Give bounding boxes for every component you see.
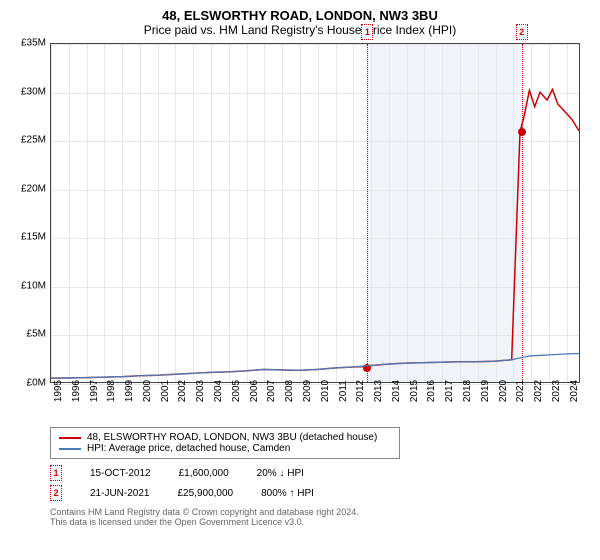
- x-tick-label: 2002: [177, 380, 188, 402]
- x-tick-label: 2010: [320, 380, 331, 402]
- x-tick-label: 1995: [53, 380, 64, 402]
- event-date: 15-OCT-2012: [90, 468, 151, 479]
- chart-area: £0M£5M£10M£15M£20M£25M£30M£35M 12 199519…: [10, 43, 590, 423]
- y-tick-label: £25M: [21, 135, 46, 146]
- x-tick-label: 2005: [231, 380, 242, 402]
- x-tick-label: 2020: [498, 380, 509, 402]
- x-tick-label: 1997: [89, 380, 100, 402]
- x-tick-label: 2017: [444, 380, 455, 402]
- events-block: 1 15-OCT-2012 £1,600,000 20% ↓ HPI 2 21-…: [50, 465, 590, 501]
- event-row: 2 21-JUN-2021 £25,900,000 800% ↑ HPI: [50, 485, 590, 501]
- y-tick-label: £0M: [27, 378, 46, 389]
- chart-marker-box: 1: [361, 24, 373, 40]
- x-tick-label: 2007: [266, 380, 277, 402]
- x-tick-label: 2003: [195, 380, 206, 402]
- legend-item: 48, ELSWORTHY ROAD, LONDON, NW3 3BU (det…: [59, 432, 391, 443]
- x-tick-label: 1996: [71, 380, 82, 402]
- y-axis: £0M£5M£10M£15M£20M£25M£30M£35M: [10, 43, 48, 383]
- event-date: 21-JUN-2021: [90, 488, 149, 499]
- chart-title: 48, ELSWORTHY ROAD, LONDON, NW3 3BU: [10, 8, 590, 23]
- y-tick-label: £10M: [21, 280, 46, 291]
- y-tick-label: £35M: [21, 38, 46, 49]
- event-price: £25,900,000: [177, 488, 233, 499]
- legend-swatch: [59, 448, 81, 450]
- footer-line: Contains HM Land Registry data © Crown c…: [50, 507, 590, 517]
- x-tick-label: 2022: [533, 380, 544, 402]
- y-tick-label: £5M: [27, 329, 46, 340]
- event-change: 20% ↓ HPI: [257, 468, 304, 479]
- x-tick-label: 2006: [249, 380, 260, 402]
- title-block: 48, ELSWORTHY ROAD, LONDON, NW3 3BU Pric…: [10, 8, 590, 37]
- x-tick-label: 1999: [124, 380, 135, 402]
- y-tick-label: £15M: [21, 232, 46, 243]
- x-tick-label: 2009: [302, 380, 313, 402]
- legend: 48, ELSWORTHY ROAD, LONDON, NW3 3BU (det…: [50, 427, 400, 459]
- x-tick-label: 2001: [160, 380, 171, 402]
- y-tick-label: £30M: [21, 86, 46, 97]
- footer: Contains HM Land Registry data © Crown c…: [50, 507, 590, 527]
- x-tick-label: 1998: [106, 380, 117, 402]
- legend-swatch: [59, 437, 81, 439]
- legend-label: 48, ELSWORTHY ROAD, LONDON, NW3 3BU (det…: [87, 432, 377, 443]
- x-tick-label: 2024: [569, 380, 580, 402]
- chart-container: 48, ELSWORTHY ROAD, LONDON, NW3 3BU Pric…: [0, 0, 600, 560]
- event-marker-icon: 1: [50, 465, 62, 481]
- x-tick-label: 2023: [551, 380, 562, 402]
- x-tick-label: 2018: [462, 380, 473, 402]
- x-tick-label: 2021: [515, 380, 526, 402]
- y-tick-label: £20M: [21, 183, 46, 194]
- legend-label: HPI: Average price, detached house, Camd…: [87, 443, 290, 454]
- event-marker-icon: 2: [50, 485, 62, 501]
- chart-marker-box: 2: [516, 24, 528, 40]
- event-row: 1 15-OCT-2012 £1,600,000 20% ↓ HPI: [50, 465, 590, 481]
- x-tick-label: 2016: [426, 380, 437, 402]
- x-tick-label: 2019: [480, 380, 491, 402]
- x-tick-label: 2011: [338, 380, 349, 402]
- chart-subtitle: Price paid vs. HM Land Registry's House …: [10, 23, 590, 37]
- legend-item: HPI: Average price, detached house, Camd…: [59, 443, 391, 454]
- x-tick-label: 2000: [142, 380, 153, 402]
- x-tick-label: 2004: [213, 380, 224, 402]
- x-tick-label: 2012: [355, 380, 366, 402]
- x-tick-label: 2013: [373, 380, 384, 402]
- footer-line: This data is licensed under the Open Gov…: [50, 517, 590, 527]
- plot-area: 12: [50, 43, 580, 383]
- event-change: 800% ↑ HPI: [261, 488, 314, 499]
- x-axis: 1995199619971998199920002001200220032004…: [50, 385, 580, 423]
- x-tick-label: 2015: [409, 380, 420, 402]
- event-price: £1,600,000: [179, 468, 229, 479]
- x-tick-label: 2014: [391, 380, 402, 402]
- x-tick-label: 2008: [284, 380, 295, 402]
